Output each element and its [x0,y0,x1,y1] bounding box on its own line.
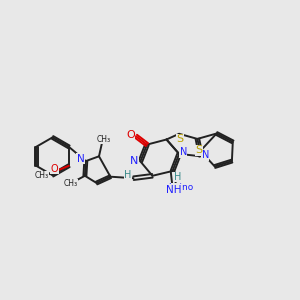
Text: N: N [76,154,84,164]
Text: S: S [195,145,203,155]
Text: CH₃: CH₃ [97,135,111,144]
Text: O: O [126,130,135,140]
Text: H: H [124,169,132,180]
Text: CH₃: CH₃ [63,179,77,188]
Text: H: H [174,172,181,182]
Text: Imino: Imino [168,183,193,192]
Text: CH₃: CH₃ [35,171,49,180]
Text: N: N [130,156,139,167]
Text: N: N [180,147,187,157]
Text: S: S [176,134,183,144]
Text: NH: NH [166,184,182,195]
Text: N: N [202,150,209,160]
Text: O: O [51,164,58,174]
